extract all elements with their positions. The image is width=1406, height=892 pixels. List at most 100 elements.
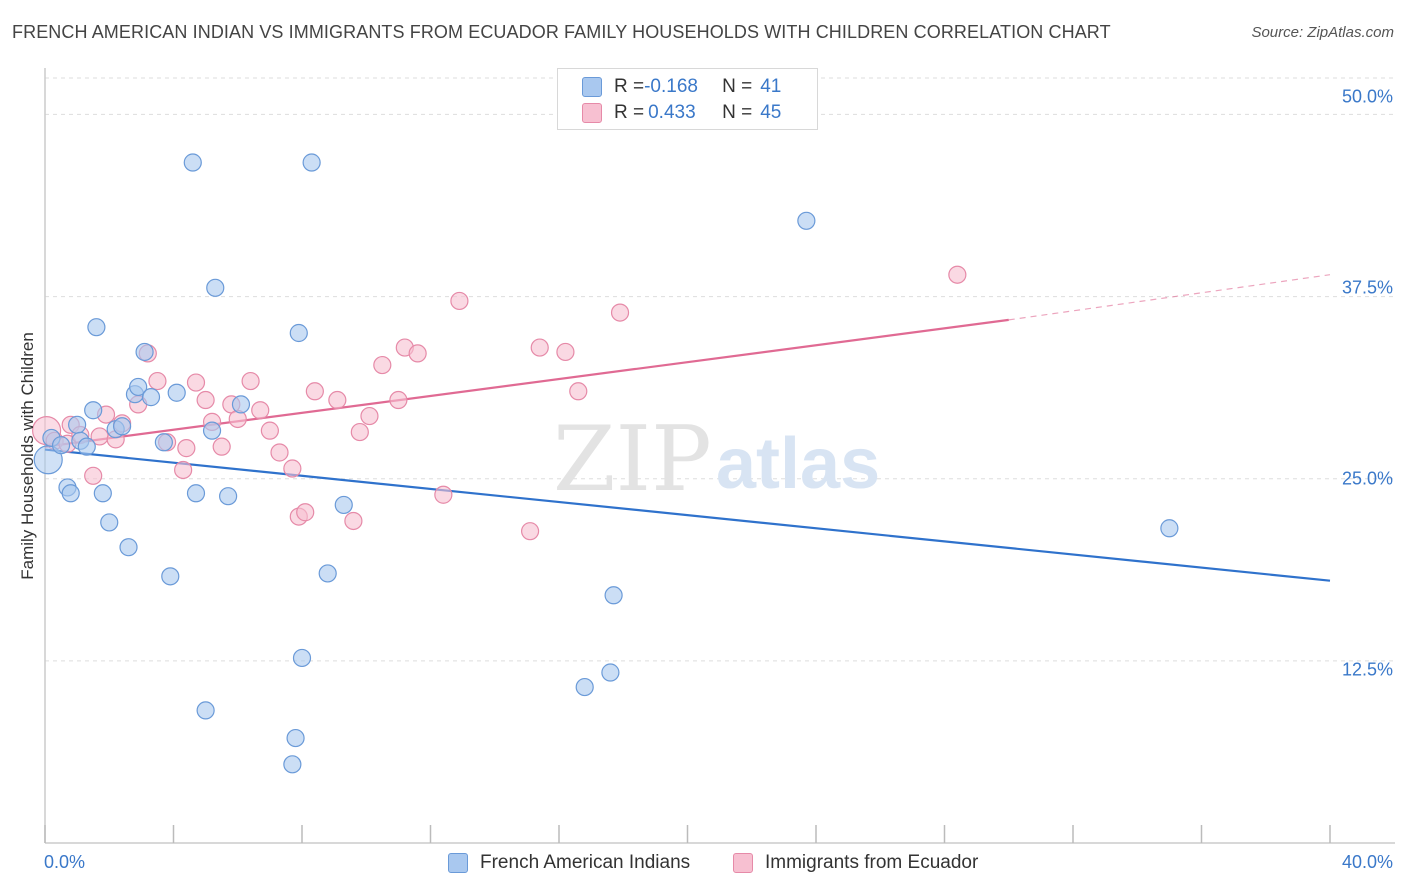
point-french-american-indians: [601, 663, 620, 682]
point-immigrants-from-ecuador: [450, 291, 469, 311]
point-immigrants-from-ecuador: [328, 390, 347, 410]
x-tick-label: 0.0%: [44, 852, 86, 872]
n-label: N =: [722, 76, 753, 97]
point-french-american-indians: [77, 437, 96, 456]
point-french-american-indians: [575, 677, 594, 697]
point-french-american-indians: [135, 342, 154, 362]
watermark: ZIP atlas: [553, 407, 880, 512]
point-immigrants-from-ecuador: [610, 303, 630, 322]
point-immigrants-from-ecuador: [556, 342, 575, 362]
y-tick-label: 25.0%: [1341, 468, 1393, 489]
legend-label: French American Indians: [480, 852, 691, 873]
series-legend: French American Indians Immigrants from …: [0, 852, 1406, 876]
point-immigrants-from-ecuador: [305, 382, 324, 401]
trend-line-french-american-indians: [44, 448, 1331, 582]
chart-title: FRENCH AMERICAN INDIAN VS IMMIGRANTS FRO…: [12, 22, 1111, 42]
point-immigrants-from-ecuador: [296, 503, 315, 522]
x-tick-label: 40.0%: [1341, 852, 1393, 872]
correlation-legend: R = -0.168 N = 41 R = 0.433 N = 45: [557, 68, 818, 130]
pink-swatch: [582, 103, 602, 123]
point-french-american-indians: [286, 728, 305, 748]
point-immigrants-from-ecuador: [174, 460, 193, 480]
y-axis-label: Family Households with Children: [18, 332, 37, 580]
point-french-american-indians: [1160, 519, 1179, 538]
point-immigrants-from-ecuador: [569, 382, 588, 401]
point-french-american-indians: [161, 567, 180, 586]
legend-label: Immigrants from Ecuador: [765, 852, 979, 873]
point-french-american-indians: [154, 433, 173, 452]
point-immigrants-from-ecuador: [389, 390, 408, 410]
watermark-atlas: atlas: [716, 424, 880, 504]
point-immigrants-from-ecuador: [241, 371, 260, 391]
axes: [44, 68, 1395, 844]
y-tick-label: 12.5%: [1341, 659, 1393, 680]
source-label: Source: ZipAtlas.com: [1251, 24, 1394, 41]
point-french-american-indians: [196, 701, 215, 720]
legend-item-french-american-indians: French American Indians: [448, 852, 690, 874]
point-french-american-indians: [231, 395, 251, 414]
r-value: 0.433: [648, 102, 696, 123]
point-immigrants-from-ecuador: [177, 439, 196, 458]
point-immigrants-from-ecuador: [196, 390, 215, 410]
point-french-american-indians: [84, 401, 103, 420]
point-french-american-indians: [289, 323, 308, 343]
point-immigrants-from-ecuador: [212, 437, 231, 456]
point-immigrants-from-ecuador: [283, 459, 302, 478]
point-immigrants-from-ecuador: [350, 422, 369, 442]
point-french-american-indians: [112, 417, 132, 436]
legend-row-blue: R = -0.168 N = 41: [582, 75, 781, 99]
point-french-american-indians: [206, 278, 225, 297]
r-value: -0.168: [644, 76, 698, 97]
y-tick-label: 37.5%: [1341, 277, 1393, 298]
point-french-american-indians: [93, 484, 112, 503]
point-immigrants-from-ecuador: [84, 466, 103, 485]
pink-swatch: [733, 853, 753, 873]
point-french-american-indians: [129, 377, 148, 397]
point-immigrants-from-ecuador: [260, 421, 279, 440]
n-label: N =: [722, 102, 753, 123]
point-french-american-indians: [334, 495, 353, 515]
point-immigrants-from-ecuador: [948, 265, 967, 284]
r-label: R =: [614, 102, 645, 123]
point-immigrants-from-ecuador: [408, 344, 427, 363]
point-french-american-indians: [183, 153, 202, 172]
point-immigrants-from-ecuador: [360, 406, 379, 426]
point-immigrants-from-ecuador: [270, 443, 289, 462]
point-french-american-indians: [167, 383, 186, 402]
point-french-american-indians: [797, 211, 816, 230]
point-immigrants-from-ecuador: [434, 485, 453, 504]
legend-row-pink: R = 0.433 N = 45: [582, 101, 781, 125]
legend-item-immigrants-from-ecuador: Immigrants from Ecuador: [733, 852, 978, 874]
point-french-american-indians: [100, 513, 119, 532]
point-immigrants-from-ecuador: [520, 522, 540, 541]
point-immigrants-from-ecuador: [251, 401, 270, 420]
data-points: [32, 153, 1179, 774]
point-french-american-indians: [51, 436, 71, 455]
grid-lines: [45, 77, 1395, 662]
point-immigrants-from-ecuador: [186, 373, 206, 392]
point-french-american-indians: [202, 421, 222, 440]
point-french-american-indians: [61, 484, 80, 503]
point-immigrants-from-ecuador: [148, 371, 167, 391]
point-french-american-indians: [186, 484, 206, 503]
y-tick-label: 50.0%: [1341, 86, 1393, 107]
point-immigrants-from-ecuador: [344, 511, 363, 531]
blue-swatch: [448, 853, 468, 873]
point-french-american-indians: [119, 538, 138, 557]
point-french-american-indians: [87, 318, 106, 337]
point-immigrants-from-ecuador: [530, 338, 549, 357]
point-french-american-indians: [292, 648, 312, 668]
point-french-american-indians: [283, 755, 302, 774]
n-value: 45: [760, 102, 782, 123]
point-french-american-indians: [141, 388, 161, 407]
point-french-american-indians: [68, 415, 87, 434]
point-french-american-indians: [302, 153, 321, 172]
watermark-zip: ZIP: [553, 407, 712, 512]
n-value: 41: [760, 76, 782, 97]
point-french-american-indians: [318, 564, 337, 583]
r-label: R =: [614, 76, 645, 97]
blue-swatch: [582, 77, 602, 97]
point-french-american-indians: [219, 487, 238, 506]
point-french-american-indians: [604, 586, 623, 605]
